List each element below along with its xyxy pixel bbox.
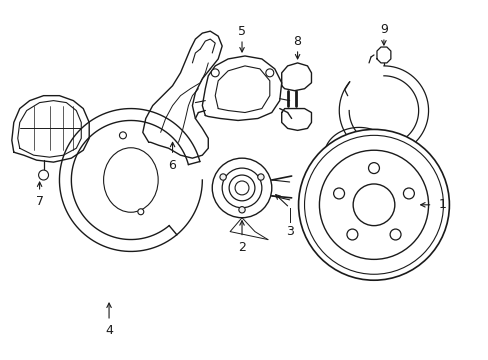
Circle shape xyxy=(107,156,154,204)
Text: 6: 6 xyxy=(168,159,176,172)
Circle shape xyxy=(220,174,226,180)
Circle shape xyxy=(368,163,379,174)
Circle shape xyxy=(319,150,427,260)
Circle shape xyxy=(265,69,273,77)
Text: 4: 4 xyxy=(105,324,113,337)
Text: 1: 1 xyxy=(438,198,446,211)
Circle shape xyxy=(138,209,143,215)
Text: 7: 7 xyxy=(36,195,43,208)
Ellipse shape xyxy=(103,148,158,212)
Circle shape xyxy=(304,135,443,274)
Circle shape xyxy=(346,229,357,240)
Circle shape xyxy=(257,174,264,180)
Text: 8: 8 xyxy=(293,35,301,48)
Circle shape xyxy=(211,69,219,77)
Circle shape xyxy=(235,181,248,195)
Circle shape xyxy=(39,170,48,180)
Text: 3: 3 xyxy=(285,225,293,238)
Circle shape xyxy=(222,168,262,208)
Circle shape xyxy=(298,129,448,280)
Circle shape xyxy=(333,188,344,199)
Circle shape xyxy=(119,132,126,139)
Text: 2: 2 xyxy=(238,241,245,254)
Circle shape xyxy=(229,175,254,201)
Circle shape xyxy=(389,229,400,240)
Circle shape xyxy=(212,158,271,218)
Circle shape xyxy=(403,188,413,199)
Text: 5: 5 xyxy=(238,24,245,38)
Text: 9: 9 xyxy=(379,23,387,36)
Circle shape xyxy=(352,184,394,226)
Circle shape xyxy=(238,207,244,213)
